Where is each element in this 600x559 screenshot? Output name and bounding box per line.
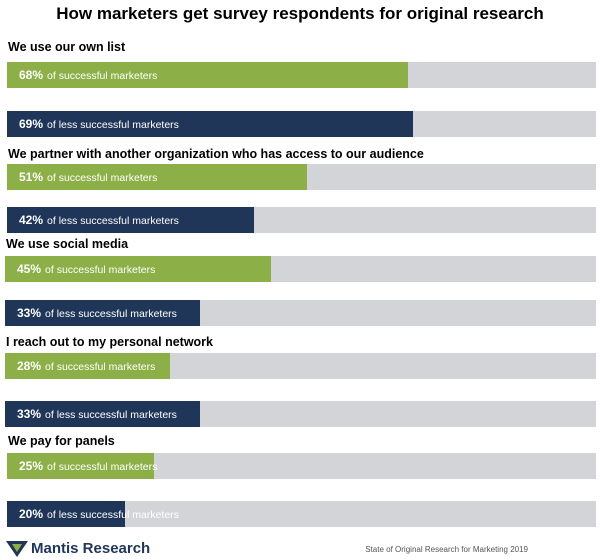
bar-fill [5, 353, 171, 379]
bar-data-label: 51% of successful marketers [19, 164, 157, 190]
bar-value: 45% [17, 262, 42, 276]
mantis-logo-icon [6, 541, 28, 557]
bar-data-label: 45% of successful marketers [17, 256, 155, 282]
bar-fill [5, 401, 201, 427]
bar-data-label: 25% of successful marketers [19, 453, 157, 479]
bar-value: 20% [19, 507, 44, 521]
bar-data-label: 42% of less successful marketers [19, 207, 179, 233]
bar-value: 51% [19, 170, 44, 184]
bar-fill [7, 111, 414, 137]
bar-data-label: 20% of less successful marketers [19, 501, 179, 527]
bar-fill [7, 453, 155, 479]
bar-value: 28% [17, 359, 42, 373]
bar-track: 42% of less successful marketers [7, 207, 596, 233]
bar-series-label: of less successful marketers [45, 409, 177, 421]
bar-value: 33% [17, 407, 42, 421]
bar-series-label: of less successful marketers [47, 119, 179, 131]
bar-fill [7, 62, 408, 88]
bar-series-label: of successful marketers [45, 361, 156, 373]
chart-title: How marketers get survey respondents for… [56, 4, 544, 23]
bar-track: 33% of less successful marketers [5, 401, 596, 427]
bar-data-label: 68% of successful marketers [19, 62, 157, 88]
bar-value: 33% [17, 306, 42, 320]
bar-value: 69% [19, 117, 44, 131]
bar-value: 42% [19, 213, 44, 227]
bar-fill [5, 256, 271, 282]
bar-data-label: 33% of less successful marketers [17, 401, 177, 427]
logo-text: Mantis Research [31, 539, 151, 557]
footer-logo: Mantis Research [6, 538, 150, 558]
bar-track: 20% of less successful marketers [7, 501, 596, 527]
bar-data-label: 69% of less successful marketers [19, 111, 179, 137]
bar-value: 25% [19, 459, 44, 473]
bar-series-label: of less successful marketers [45, 308, 177, 320]
category-label: We use social media [6, 237, 129, 251]
bar-data-label: 33% of less successful marketers [17, 300, 177, 326]
bar-fill [7, 207, 255, 233]
bar-track: 45% of successful marketers [5, 256, 596, 282]
bar-series-label: of less successful marketers [47, 509, 179, 521]
bar-track: 33% of less successful marketers [5, 300, 596, 326]
category-label: We pay for panels [8, 434, 115, 448]
category-label: We use our own list [8, 40, 126, 54]
bar-track: 25% of successful marketers [7, 453, 596, 479]
footer-source: State of Original Research for Marketing… [365, 545, 528, 554]
bar-series-label: of successful marketers [47, 172, 158, 184]
bar-fill [5, 300, 201, 326]
bar-track: 28% of successful marketers [5, 353, 596, 379]
category-label: We partner with another organization who… [8, 147, 424, 161]
bar-fill [7, 164, 308, 190]
bar-series-label: of less successful marketers [47, 215, 179, 227]
bar-track: 51% of successful marketers [7, 164, 596, 190]
bar-value: 68% [19, 68, 44, 82]
category-label: I reach out to my personal network [6, 335, 213, 349]
bar-series-label: of successful marketers [47, 461, 158, 473]
bar-track: 68% of successful marketers [7, 62, 596, 88]
bar-track: 69% of less successful marketers [7, 111, 596, 137]
bar-series-label: of successful marketers [47, 70, 158, 82]
bar-fill [7, 501, 125, 527]
bar-data-label: 28% of successful marketers [17, 353, 155, 379]
bar-series-label: of successful marketers [45, 264, 156, 276]
